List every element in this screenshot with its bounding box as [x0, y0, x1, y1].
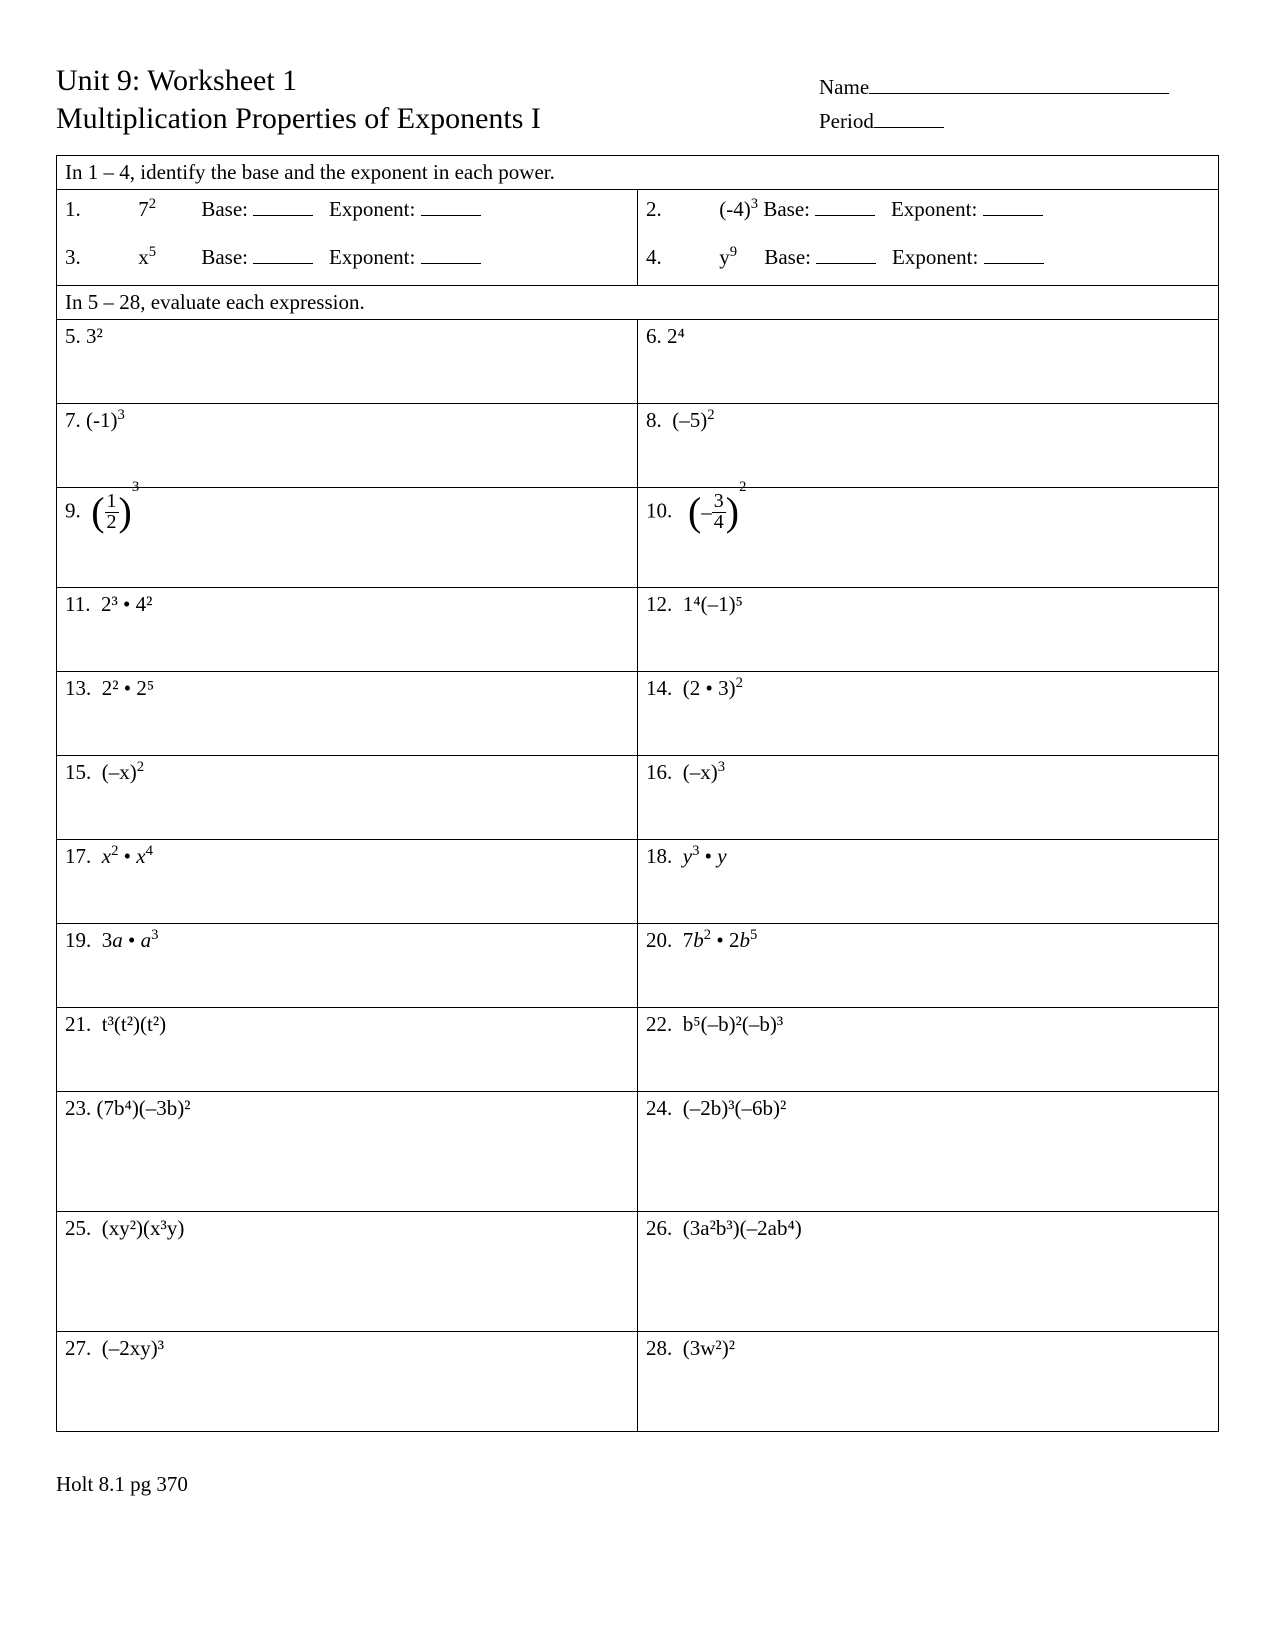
worksheet-page: Unit 9: Worksheet 1 Multiplication Prope…	[0, 0, 1275, 1537]
name-blank[interactable]	[869, 72, 1169, 94]
cell-q12: 12. 1⁴(–1)⁵	[638, 588, 1219, 672]
row-q19-q20: 19. 3a • a3 20. 7b2 • 2b5	[57, 924, 1219, 1008]
name-field: Name	[819, 72, 1219, 100]
cell-q10: 10. (–34)2	[638, 488, 1219, 588]
section1-instruction: In 1 – 4, identify the base and the expo…	[57, 156, 1219, 190]
cell-q25: 25. (xy²)(x³y)	[57, 1212, 638, 1332]
section2-instruction: In 5 – 28, evaluate each expression.	[57, 286, 1219, 320]
cell-q8: 8. (–5)2	[638, 404, 1219, 488]
cell-q11: 11. 2³ • 4²	[57, 588, 638, 672]
cell-q21: 21. t³(t²)(t²)	[57, 1008, 638, 1092]
q1-base-blank[interactable]	[253, 194, 313, 216]
cell-q18: 18. y3 • y	[638, 840, 1219, 924]
cell-q22: 22. b⁵(–b)²(–b)³	[638, 1008, 1219, 1092]
title-line-1: Unit 9: Worksheet 1	[56, 62, 541, 100]
row-q13-q14: 13. 2² • 2⁵ 14. (2 • 3)2	[57, 672, 1219, 756]
row-q25-q26: 25. (xy²)(x³y) 26. (3a²b³)(–2ab⁴)	[57, 1212, 1219, 1332]
q2-exp-blank[interactable]	[983, 194, 1043, 216]
worksheet-table: In 1 – 4, identify the base and the expo…	[56, 155, 1219, 1432]
cell-q20: 20. 7b2 • 2b5	[638, 924, 1219, 1008]
period-field: Period	[819, 106, 1219, 134]
q3-base-blank[interactable]	[253, 242, 313, 264]
header-left: Unit 9: Worksheet 1 Multiplication Prope…	[56, 62, 541, 137]
cell-q5: 5. 3²	[57, 320, 638, 404]
q3-exp-blank[interactable]	[421, 242, 481, 264]
row-q21-q22: 21. t³(t²)(t²) 22. b⁵(–b)²(–b)³	[57, 1008, 1219, 1092]
q2-base-blank[interactable]	[815, 194, 875, 216]
q4-exp-blank[interactable]	[984, 242, 1044, 264]
row-q3-q4: 3. x5 Base: Exponent: 4. y9 Base: Expone…	[57, 238, 1219, 286]
cell-q13: 13. 2² • 2⁵	[57, 672, 638, 756]
period-blank[interactable]	[874, 106, 944, 128]
name-label: Name	[819, 75, 869, 99]
row-q17-q18: 17. x2 • x4 18. y3 • y	[57, 840, 1219, 924]
header: Unit 9: Worksheet 1 Multiplication Prope…	[56, 62, 1219, 137]
cell-q4: 4. y9 Base: Exponent:	[638, 238, 1219, 286]
q4-base-blank[interactable]	[816, 242, 876, 264]
cell-q19: 19. 3a • a3	[57, 924, 638, 1008]
row-q9-q10: 9. (12)3 10. (–34)2	[57, 488, 1219, 588]
cell-q7: 7. (-1)3	[57, 404, 638, 488]
cell-q27: 27. (–2xy)³	[57, 1332, 638, 1432]
cell-q23: 23. (7b⁴)(–3b)²	[57, 1092, 638, 1212]
cell-q26: 26. (3a²b³)(–2ab⁴)	[638, 1212, 1219, 1332]
cell-q14: 14. (2 • 3)2	[638, 672, 1219, 756]
footer: Holt 8.1 pg 370	[56, 1472, 1219, 1497]
header-right: Name Period	[819, 62, 1219, 137]
row-q15-q16: 15. (–x)2 16. (–x)3	[57, 756, 1219, 840]
cell-q2: 2. (-4)3 Base: Exponent:	[638, 190, 1219, 238]
cell-q3: 3. x5 Base: Exponent:	[57, 238, 638, 286]
cell-q24: 24. (–2b)³(–6b)²	[638, 1092, 1219, 1212]
cell-q1: 1. 72 Base: Exponent:	[57, 190, 638, 238]
row-q7-q8: 7. (-1)3 8. (–5)2	[57, 404, 1219, 488]
q1-exp-blank[interactable]	[421, 194, 481, 216]
period-label: Period	[819, 109, 874, 133]
cell-q17: 17. x2 • x4	[57, 840, 638, 924]
title-line-2: Multiplication Properties of Exponents I	[56, 100, 541, 138]
cell-q16: 16. (–x)3	[638, 756, 1219, 840]
row-q5-q6: 5. 3² 6. 2⁴	[57, 320, 1219, 404]
row-q11-q12: 11. 2³ • 4² 12. 1⁴(–1)⁵	[57, 588, 1219, 672]
cell-q28: 28. (3w²)²	[638, 1332, 1219, 1432]
row-q27-q28: 27. (–2xy)³ 28. (3w²)²	[57, 1332, 1219, 1432]
cell-q15: 15. (–x)2	[57, 756, 638, 840]
row-q1-q2: 1. 72 Base: Exponent: 2. (-4)3 Base: Exp…	[57, 190, 1219, 238]
cell-q9: 9. (12)3	[57, 488, 638, 588]
row-q23-q24: 23. (7b⁴)(–3b)² 24. (–2b)³(–6b)²	[57, 1092, 1219, 1212]
cell-q6: 6. 2⁴	[638, 320, 1219, 404]
